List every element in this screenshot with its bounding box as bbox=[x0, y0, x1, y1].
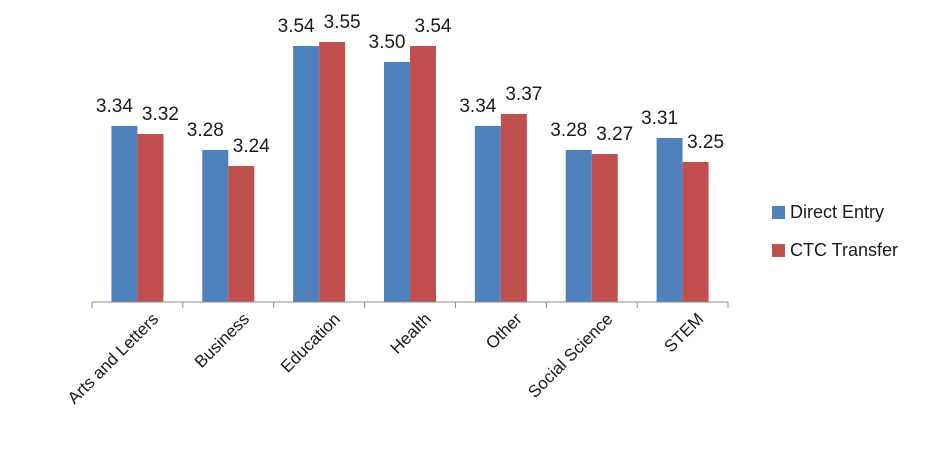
x-tick-label-0: Arts and Letters bbox=[64, 309, 162, 407]
data-label-ctc-transfer-0: 3.32 bbox=[142, 104, 179, 125]
bar-direct-entry-6 bbox=[656, 138, 683, 302]
data-labels-group: 3.34 3.32 3.28 3.24 3.54 3.55 3.50 3.54 3.34 3.37… bbox=[96, 12, 724, 157]
bar-direct-entry-1 bbox=[202, 150, 229, 302]
data-label-direct-entry-0: 3.34 bbox=[96, 96, 133, 117]
bar-ctc-transfer-6 bbox=[682, 162, 709, 302]
data-label-ctc-transfer-6: 3.25 bbox=[687, 132, 724, 153]
x-tick-label-3: Health bbox=[387, 309, 435, 357]
legend-label-ctc-transfer: CTC Transfer bbox=[790, 240, 898, 260]
x-tick-label-2: Education bbox=[277, 309, 344, 376]
legend-swatch-direct-entry bbox=[772, 206, 785, 219]
legend-label-direct-entry: Direct Entry bbox=[790, 202, 884, 222]
legend-swatch-ctc-transfer bbox=[772, 244, 785, 257]
x-tick-label-5: Social Science bbox=[524, 309, 616, 401]
legend: Direct Entry CTC Transfer bbox=[772, 202, 898, 260]
bar-ctc-transfer-5 bbox=[591, 154, 618, 302]
bar-ctc-transfer-2 bbox=[319, 42, 346, 302]
data-label-direct-entry-5: 3.28 bbox=[550, 120, 587, 141]
data-label-ctc-transfer-5: 3.27 bbox=[596, 124, 633, 145]
bar-ctc-transfer-3 bbox=[410, 46, 436, 302]
x-tick-label-1: Business bbox=[191, 309, 253, 371]
data-label-direct-entry-1: 3.28 bbox=[187, 120, 224, 141]
bar-direct-entry-2 bbox=[293, 46, 320, 302]
bar-direct-entry-0 bbox=[111, 126, 138, 302]
bar-ctc-transfer-1 bbox=[228, 166, 255, 302]
data-label-direct-entry-3: 3.50 bbox=[369, 32, 406, 53]
data-label-direct-entry-6: 3.31 bbox=[641, 108, 678, 129]
bar-direct-entry-3 bbox=[384, 62, 410, 302]
x-axis: Arts and Letters Business Education Health O… bbox=[64, 301, 729, 408]
bar-ctc-transfer-0 bbox=[137, 134, 164, 302]
bar-direct-entry-5 bbox=[565, 150, 592, 302]
data-label-ctc-transfer-2: 3.55 bbox=[324, 12, 361, 33]
data-label-ctc-transfer-3: 3.54 bbox=[415, 16, 452, 37]
x-tick-label-4: Other bbox=[482, 309, 526, 353]
data-label-direct-entry-2: 3.54 bbox=[278, 16, 315, 37]
bars-group bbox=[111, 42, 709, 302]
data-label-ctc-transfer-4: 3.37 bbox=[505, 84, 542, 105]
data-label-ctc-transfer-1: 3.24 bbox=[233, 136, 270, 157]
x-tick-label-6: STEM bbox=[661, 309, 708, 356]
bar-direct-entry-4 bbox=[474, 126, 501, 302]
data-label-direct-entry-4: 3.34 bbox=[459, 96, 496, 117]
bar-ctc-transfer-4 bbox=[500, 114, 527, 302]
